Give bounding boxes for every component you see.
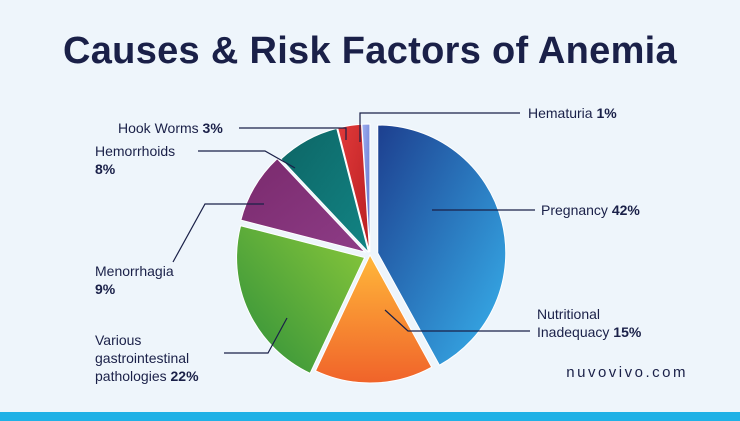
leader-line-gastro — [224, 317, 288, 354]
chart-title: Causes & Risk Factors of Anemia — [63, 30, 677, 72]
leader-line-hematuria — [359, 112, 520, 142]
label-hook-worms: Hook Worms 3% — [118, 120, 223, 136]
leader-line-hookworms — [239, 127, 347, 140]
label-pregnancy: Pregnancy 42% — [541, 202, 640, 218]
pie-slice-pregnancy — [377, 124, 507, 366]
label-hemorrhoids: Hemorrhoids 8% — [95, 143, 176, 177]
leader-line-menorrhagia — [172, 203, 264, 263]
label-hematuria: Hematuria 1% — [528, 105, 617, 121]
bottom-accent-bar — [0, 412, 740, 421]
pie-slice-hematuria — [361, 123, 371, 253]
pie-slice-menorrhagia — [240, 157, 367, 253]
brand-url: nuvovivo.com — [566, 364, 688, 381]
pie-slice-various-gastrointestinal-pathologies — [236, 225, 366, 375]
label-nutritional-inadequacy: Nutritional Inadequacy 15% — [537, 306, 642, 340]
label-gastrointestinal: Various gastrointestinal pathologies 22% — [95, 332, 199, 384]
leader-line-hemorrhoids — [198, 150, 296, 169]
pie-slice-nutritional-inadequacy — [314, 253, 433, 384]
label-menorrhagia: Menorrhagia 9% — [95, 263, 174, 297]
leader-line-nutritional — [384, 309, 530, 332]
